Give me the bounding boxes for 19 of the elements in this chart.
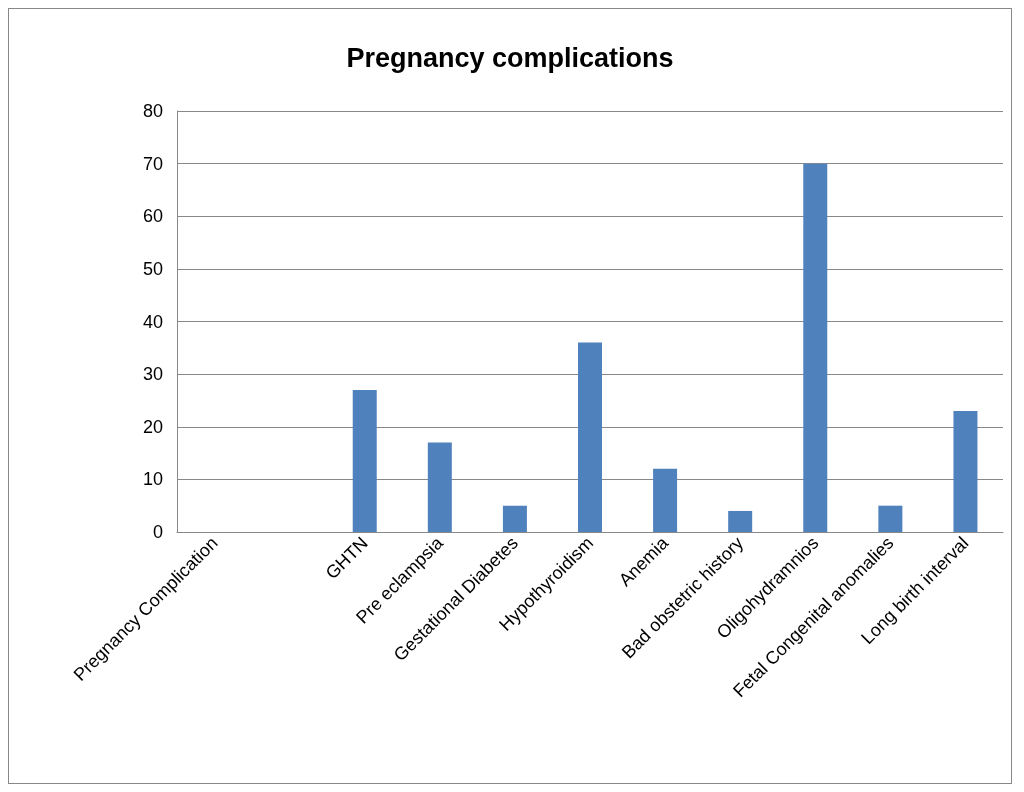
bar [352,389,377,532]
y-tick-label: 50 [142,258,163,279]
bar [878,505,903,532]
bar [728,510,753,532]
y-tick-label: 30 [142,364,163,385]
bar [578,342,602,532]
y-tick-label: 60 [142,206,163,227]
bar [427,442,452,532]
y-tick-label: 10 [142,469,163,490]
bar [502,505,527,532]
y-tick-label: 0 [152,522,163,542]
bar [803,163,828,532]
y-tick-label: 20 [142,416,163,437]
y-tick-label: 40 [142,311,163,332]
y-tick-label: 70 [142,153,163,174]
bar [653,468,678,532]
bar [953,410,978,532]
y-tick-label: 80 [142,101,163,121]
chart-title: Pregnancy complications [346,42,674,73]
